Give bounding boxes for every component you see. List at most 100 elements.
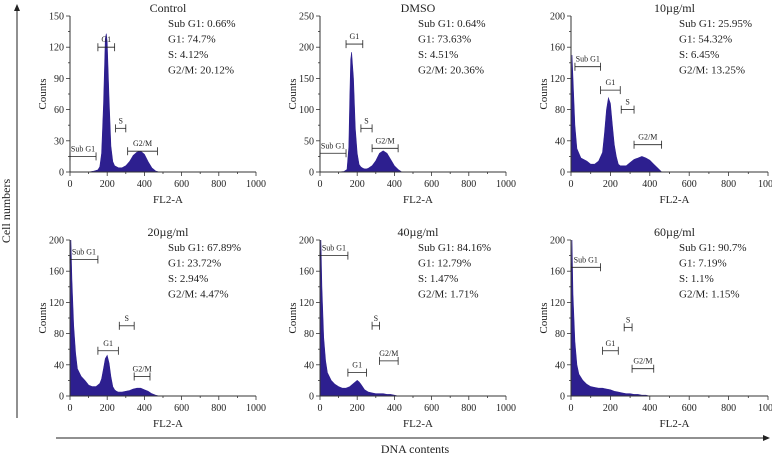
panel-title: 10µg/ml [654,1,696,15]
gate-label: Sub G1 [574,255,598,264]
y-tick-label: 0 [309,392,314,403]
gate-label: G1 [352,361,362,370]
x-tick-label: 200 [603,179,618,190]
x-tick-label: 1000 [246,403,266,414]
y-tick-label: 100 [299,105,314,116]
y-tick-label: 0 [59,168,64,179]
panel-title: 60µg/ml [654,225,696,239]
panel-title: Control [150,1,187,15]
histogram-area [69,239,256,397]
histogram-area [320,52,506,173]
x-tick-label: 0 [569,403,574,414]
x-tick-label: 600 [682,179,697,190]
stat-line: S: 1.1% [679,273,714,285]
gate-label: S [364,116,368,125]
gate-label: G1 [101,35,111,44]
dna-contents-label: DNA contents [381,442,450,456]
y-tick-label: 40 [555,360,565,371]
gate-label: G2/M [133,139,152,148]
x-tick-label: 0 [68,179,73,190]
stat-line: S: 1.47% [418,273,458,285]
y-tick-label: 120 [299,298,314,309]
gate-label: Sub G1 [576,55,600,64]
stat-line: G1: 54.32% [679,34,732,46]
y-tick-label: 0 [309,168,314,179]
x-tick-label: 800 [721,179,736,190]
y-tick-label: 30 [54,136,64,147]
y-axis-label: Counts [287,78,299,109]
y-tick-label: 80 [304,329,314,340]
stat-line: Sub G1: 25.95% [679,18,752,30]
panel-2: 0 50 100 150 200 250 0 200 400 600 800 1000 DMSO FL2-… [287,1,516,206]
x-tick-label: 400 [642,403,657,414]
stat-line: G1: 74.7% [168,34,216,46]
stat-line: S: 6.45% [679,49,719,61]
x-tick-label: 800 [461,403,476,414]
gate-label: G2/M [638,133,657,142]
stat-line: Sub G1: 84.16% [418,242,491,254]
gate-label: G2/M [376,136,395,145]
y-tick-label: 150 [49,12,64,23]
y-tick-label: 80 [555,105,565,116]
gate-label: Sub G1 [321,141,345,150]
x-tick-label: 800 [211,403,226,414]
gate-label: S [118,116,122,125]
y-tick-label: 0 [560,168,565,179]
gate-label: G1 [606,78,616,87]
y-tick-label: 160 [550,267,565,278]
x-tick-label: 400 [137,179,152,190]
x-tick-label: 0 [318,403,323,414]
y-axis-label: Counts [37,78,49,109]
x-axis-label: FL2-A [153,418,183,430]
panel-title: 20µg/ml [148,225,190,239]
stat-line: Sub G1: 90.7% [679,242,747,254]
panel-title: DMSO [401,1,436,15]
gate-label: S [125,314,129,323]
gate-label: G1 [350,32,360,41]
x-tick-label: 1000 [758,179,772,190]
y-tick-label: 50 [304,136,314,147]
gate-label: G2/M [633,357,652,366]
y-tick-label: 200 [299,43,314,54]
x-tick-label: 600 [174,403,189,414]
x-tick-label: 400 [387,179,402,190]
y-tick-label: 200 [550,236,565,247]
stat-line: G2/M: 20.36% [418,65,484,77]
histogram-area [570,54,768,173]
x-tick-label: 400 [137,403,152,414]
histogram-area [570,239,768,397]
y-axis-label: Counts [538,302,550,333]
y-tick-label: 200 [299,236,314,247]
stat-line: G2/M: 1.71% [418,289,479,301]
x-axis-label: FL2-A [403,194,433,206]
y-tick-label: 90 [54,74,64,85]
y-tick-label: 160 [550,43,565,54]
y-axis-label: Counts [287,302,299,333]
y-tick-label: 80 [555,329,565,340]
stat-line: S: 4.12% [168,49,208,61]
y-tick-label: 120 [550,298,565,309]
stat-line: G1: 12.79% [418,258,471,270]
y-tick-label: 200 [49,236,64,247]
panel-5: 0 40 80 120 160 200 0 200 400 600 800 1000 40µg/ml FL… [287,225,516,430]
y-tick-label: 60 [54,105,64,116]
y-tick-label: 150 [299,74,314,85]
y-tick-label: 120 [49,298,64,309]
panel-6: 0 40 80 120 160 200 0 200 400 600 800 1000 60µg/ml FL… [538,225,772,430]
cell-numbers-label: Cell numbers [0,179,13,244]
gate-label: G2/M [379,349,398,358]
x-tick-label: 200 [100,179,115,190]
histogram-area [70,33,256,173]
y-tick-label: 200 [550,12,565,23]
panel-4: 0 40 80 120 160 200 0 200 400 600 800 1000 20µg/ml FL… [37,225,266,430]
stat-line: G1: 7.19% [679,258,727,270]
x-tick-label: 1000 [246,179,266,190]
stat-line: Sub G1: 67.89% [168,242,241,254]
stat-line: Sub G1: 0.66% [168,18,236,30]
x-tick-label: 800 [461,179,476,190]
gate-label: G1 [606,339,616,348]
x-tick-label: 400 [642,179,657,190]
y-tick-label: 40 [304,360,314,371]
